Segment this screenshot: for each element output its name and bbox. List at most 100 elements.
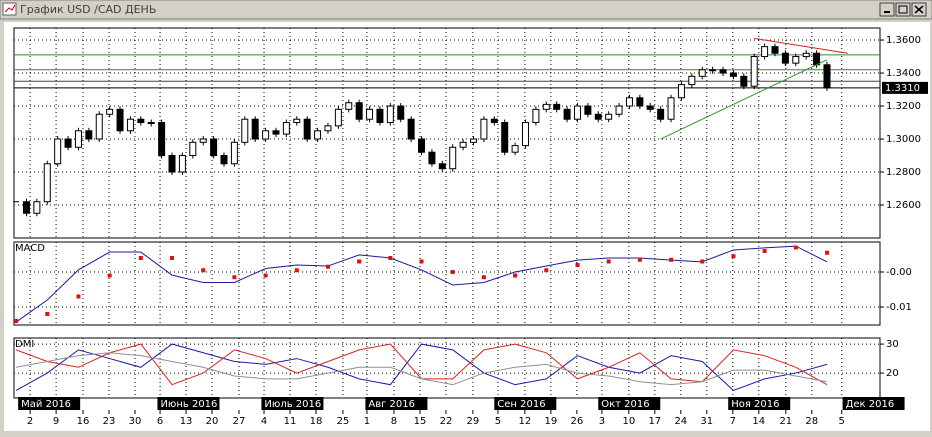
signal-dot [637, 257, 642, 262]
candle [449, 146, 457, 170]
signal-dot [481, 275, 486, 280]
signal-dot [357, 259, 362, 264]
month-label: Окт 2016 [601, 399, 649, 410]
minimize-button[interactable] [879, 2, 895, 17]
candle [282, 122, 290, 135]
candle [615, 105, 623, 115]
candle [490, 118, 498, 124]
candle [470, 138, 478, 143]
panel-frame [13, 27, 881, 239]
month-label: Июнь 2016 [160, 399, 217, 410]
x-tick-label: 20 [206, 416, 219, 427]
x-tick-label: 5 [495, 416, 501, 427]
y-tick-label: 1.2800 [886, 167, 921, 178]
x-tick-label: 23 [103, 416, 116, 427]
candle [418, 138, 426, 153]
signal-dot [138, 255, 143, 260]
signal-dot [14, 319, 19, 324]
signal-dot [513, 273, 518, 278]
candle [293, 118, 301, 124]
candle [74, 130, 82, 148]
panel-frame [13, 337, 881, 399]
title-bar [0, 0, 932, 20]
candle [345, 102, 353, 110]
month-label: Май 2016 [21, 399, 71, 410]
month-box [728, 397, 791, 410]
signal-dot [263, 273, 268, 278]
candle [386, 105, 394, 124]
candle [230, 141, 238, 165]
candle [54, 138, 62, 165]
window-buttons[interactable] [879, 2, 927, 17]
candle [303, 118, 311, 140]
panel-frame [13, 241, 881, 326]
candle [168, 155, 176, 173]
x-tick-label: 12 [519, 416, 532, 427]
x-tick-label: 1 [364, 416, 370, 427]
candle [272, 130, 280, 135]
x-tick-label: 19 [544, 416, 557, 427]
candle [480, 118, 488, 140]
signal-dot [325, 264, 330, 269]
candle [95, 113, 103, 140]
candle [314, 130, 322, 140]
y-tick-label: 30 [886, 339, 899, 350]
x-tick-label: 22 [440, 416, 453, 427]
window-icon-line [4, 4, 16, 13]
y-tick-label: 1.3000 [886, 134, 921, 145]
candle [397, 105, 405, 120]
maximize-icon [898, 5, 908, 14]
candle [740, 75, 748, 87]
signal-dot [45, 312, 50, 317]
y-tick-label: 1.3400 [886, 68, 921, 79]
signal-dot [201, 268, 206, 273]
maximize-button[interactable] [895, 2, 911, 17]
signal-dot [824, 250, 829, 255]
x-tick-label: 27 [233, 416, 246, 427]
candle [688, 75, 696, 86]
trend-line [660, 59, 828, 140]
candle [771, 46, 779, 54]
x-tick-label: 6 [157, 416, 163, 427]
trend-line [754, 37, 848, 54]
signal-dot [388, 255, 393, 260]
y-tick-label: 1.2600 [886, 200, 921, 211]
signal-dot [793, 245, 798, 250]
month-box [598, 397, 661, 410]
candle [106, 108, 114, 115]
indicator-line [15, 343, 828, 392]
candle [85, 130, 93, 140]
candle [542, 103, 550, 110]
indicator-line [15, 352, 828, 386]
x-tick-label: 11 [284, 416, 297, 427]
x-tick-label: 31 [700, 416, 713, 427]
candle [636, 97, 644, 107]
signal-dot [450, 270, 455, 275]
x-tick-label: 14 [752, 416, 765, 427]
candle [813, 52, 821, 66]
last-price-label: 1.3310 [885, 83, 920, 94]
candle [677, 84, 685, 99]
x-tick-label: 15 [414, 416, 427, 427]
panel-title: DMI [15, 339, 34, 350]
candle [573, 105, 581, 120]
signal-dot [762, 248, 767, 253]
candle [605, 113, 613, 120]
x-tick-label: 30 [129, 416, 142, 427]
month-label: Сен 2016 [497, 399, 545, 410]
close-icon [914, 5, 924, 14]
candle [64, 138, 72, 148]
month-box [494, 397, 557, 410]
x-tick-label: 10 [622, 416, 635, 427]
signal-dot [294, 268, 299, 273]
candle [366, 108, 374, 120]
candle [43, 163, 51, 203]
signal-dot [76, 294, 81, 299]
signal-dot [170, 255, 175, 260]
y-tick-label: 20 [886, 368, 899, 379]
x-tick-label: 4 [261, 416, 267, 427]
month-box [18, 397, 81, 410]
candle [376, 108, 384, 124]
month-label: Июль 2016 [264, 399, 321, 410]
candle [241, 118, 249, 143]
